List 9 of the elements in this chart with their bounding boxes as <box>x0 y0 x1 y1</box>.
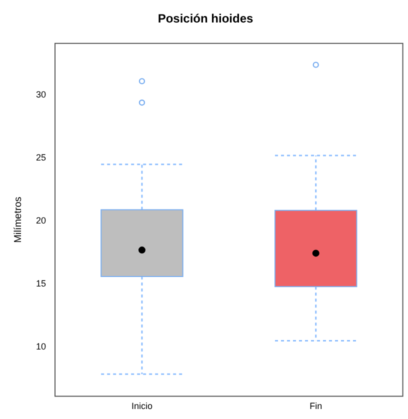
x-tick-label: Fin <box>310 401 322 412</box>
y-tick-label: 30 <box>36 90 46 100</box>
y-tick-label: 10 <box>36 342 46 352</box>
y-axis-title: Milímetros <box>12 196 24 243</box>
y-tick-label: 25 <box>36 152 46 163</box>
y-tick-label: 15 <box>36 278 46 289</box>
x-tick-label: Inicio <box>131 401 152 412</box>
chart-title: Posición hioides <box>158 12 254 26</box>
y-tick-label: 20 <box>36 216 46 226</box>
